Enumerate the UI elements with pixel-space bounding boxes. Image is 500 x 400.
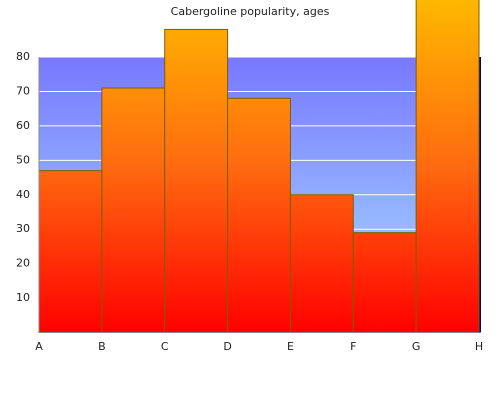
x-tick-label: F bbox=[350, 340, 356, 353]
chart-title: Cabergoline popularity, ages bbox=[171, 5, 330, 18]
step-area bbox=[227, 97, 291, 333]
y-tick-label: 40 bbox=[16, 188, 30, 201]
step-area bbox=[101, 87, 166, 334]
y-tick-label: 70 bbox=[16, 84, 30, 97]
step-area bbox=[352, 232, 417, 334]
y-tick-label: 10 bbox=[16, 291, 30, 304]
step-area bbox=[38, 170, 103, 333]
step-area bbox=[164, 28, 229, 333]
x-tick-label: H bbox=[475, 340, 483, 353]
y-tick-label: 30 bbox=[16, 222, 30, 235]
x-tick-label: C bbox=[161, 340, 169, 353]
x-tick-label: E bbox=[287, 340, 294, 353]
x-tick-label: B bbox=[98, 340, 106, 353]
y-tick-label: 60 bbox=[16, 119, 30, 132]
x-tick-label: G bbox=[412, 340, 421, 353]
x-tick-label: A bbox=[35, 340, 43, 353]
step-area bbox=[289, 194, 354, 333]
y-tick-label: 50 bbox=[16, 153, 30, 166]
step-area bbox=[415, 0, 480, 333]
x-tick-label: D bbox=[223, 340, 231, 353]
y-tick-label: 80 bbox=[16, 50, 30, 63]
y-tick-label: 20 bbox=[16, 257, 30, 270]
